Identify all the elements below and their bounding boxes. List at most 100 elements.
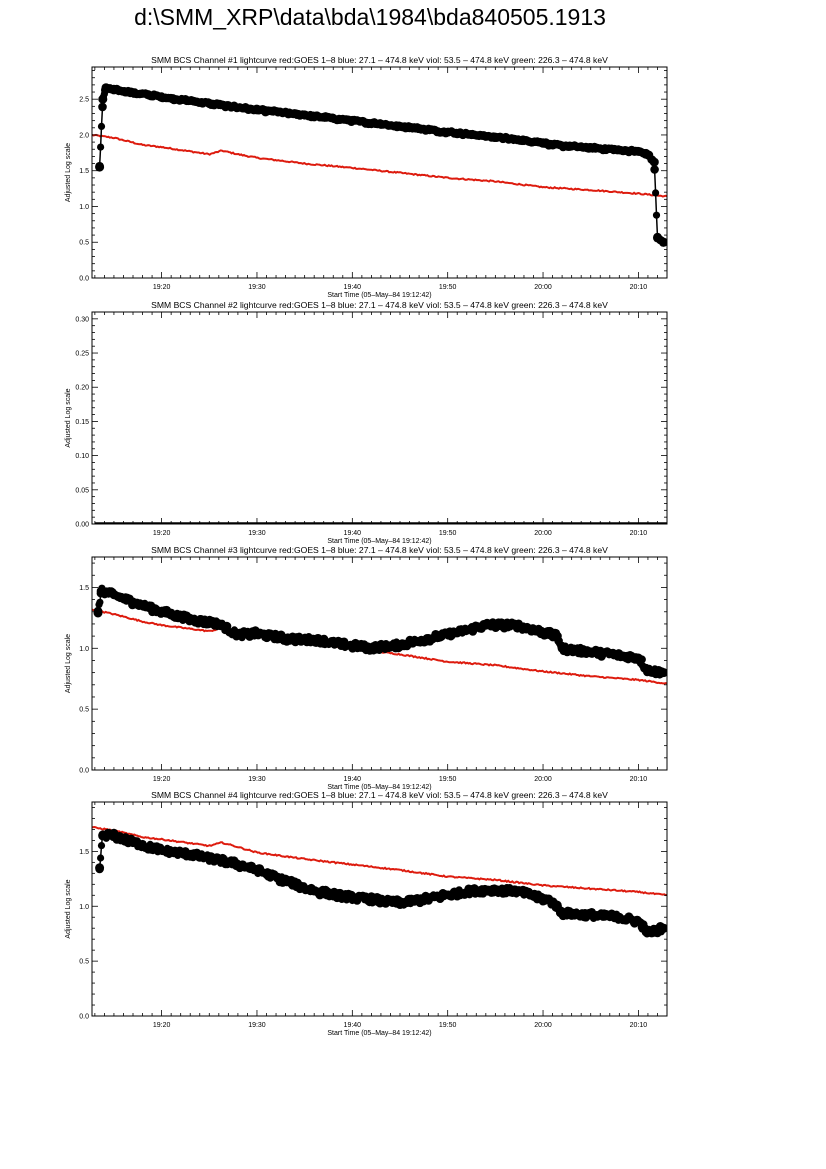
data-point [653,233,662,243]
data-point [185,850,195,860]
x-tick-label: 19:30 [248,1022,266,1029]
data-point [109,590,119,600]
data-point [650,165,659,174]
y-tick-label: 0.5 [79,707,89,714]
y-tick-label: 0.30 [75,316,89,323]
data-point [443,127,453,137]
data-point [214,619,224,629]
series-group [92,83,667,247]
data-point [490,132,500,142]
x-tick-label: 20:00 [534,284,552,291]
data-point [95,863,105,873]
x-tick-label: 19:40 [344,1022,362,1029]
chart-title: SMM BCS Channel #4 lightcurve red:GOES 1… [151,790,608,800]
data-point [97,854,105,862]
y-axis-label: Adjusted Log scale [65,879,72,938]
data-point [95,162,105,172]
y-tick-label: 0.25 [75,351,89,358]
data-point [643,665,653,675]
x-tick-label: 20:10 [630,1022,648,1029]
y-tick-label: 1.0 [79,204,89,211]
x-tick-label: 19:50 [439,1022,457,1029]
x-tick-label: 19:50 [439,776,457,783]
y-tick-label: 0.0 [79,276,89,283]
x-tick-label: 19:40 [344,530,362,537]
data-point [633,917,643,927]
y-tick-label: 1.5 [79,585,89,592]
data-point [395,121,405,131]
plot-frame [91,311,668,525]
data-point [109,831,119,841]
data-point [281,634,291,643]
data-point [509,886,519,896]
series-group [92,825,667,938]
data-point [96,598,104,606]
data-point [93,608,103,618]
y-tick-label: 0.0 [79,768,89,775]
series-0-line [92,825,667,897]
data-point [97,122,106,130]
data-point [633,653,643,663]
x-tick-label: 20:10 [630,776,648,783]
y-tick-label: 0.5 [79,959,89,966]
data-point [452,888,462,898]
data-point [281,876,291,886]
panel-channel-1: SMM BCS Channel #1 lightcurve red:GOES 1… [65,55,668,299]
x-tick-label: 20:00 [534,530,552,537]
x-ticks [94,312,668,524]
x-tick-label: 19:40 [344,776,362,783]
x-tick-label: 19:20 [153,284,171,291]
data-point [586,143,596,153]
y-ticks [92,562,667,771]
data-point [157,845,167,855]
data-point [98,94,108,104]
x-tick-label: 19:50 [439,530,457,537]
y-tick-label: 0.00 [75,522,89,529]
data-point [157,607,167,617]
y-ticks [92,807,667,1017]
series-1-points [95,83,667,247]
data-point [96,586,106,596]
data-point [538,628,548,637]
y-axis-label: Adjusted Log scale [65,634,72,693]
y-tick-label: 2.0 [79,132,89,139]
x-tick-label: 19:20 [153,1022,171,1029]
data-point [97,143,105,151]
data-point [157,92,167,102]
x-tick-label: 19:50 [439,284,457,291]
data-point [98,102,107,112]
plot-frame [91,66,668,279]
data-point [557,908,567,918]
data-point [424,634,434,643]
x-tick-label: 20:00 [534,1022,552,1029]
x-axis-label: Start Time (05–May–84 19:12:42) [327,784,431,791]
series-1-points [93,584,667,679]
x-ticks [94,802,668,1016]
data-point [214,855,224,865]
data-point [97,842,106,850]
x-axis-label: Start Time (05–May–84 19:12:42) [327,1030,431,1037]
data-point [252,865,262,875]
data-point [538,894,548,904]
panel-channel-3: SMM BCS Channel #3 lightcurve red:GOES 1… [65,545,668,791]
data-point [643,150,653,160]
data-point [649,157,659,167]
x-axis-label: Start Time (05–May–84 19:12:42) [327,538,431,545]
panel-channel-4: SMM BCS Channel #4 lightcurve red:GOES 1… [65,790,668,1037]
y-tick-label: 0.05 [75,487,89,494]
series-1-points [95,828,667,938]
data-point [98,830,108,840]
data-point [128,597,138,607]
data-point [481,620,491,630]
data-point [614,912,624,922]
y-axis-label: Adjusted Log scale [65,143,72,202]
data-point [652,189,660,197]
data-point [252,629,262,639]
y-tick-label: 1.5 [79,168,89,175]
y-tick-label: 1.5 [79,849,89,856]
data-point [481,885,491,895]
data-point [659,923,667,933]
data-point [452,628,462,637]
y-tick-label: 2.5 [79,97,89,104]
chart-title: SMM BCS Channel #2 lightcurve red:GOES 1… [151,300,608,310]
